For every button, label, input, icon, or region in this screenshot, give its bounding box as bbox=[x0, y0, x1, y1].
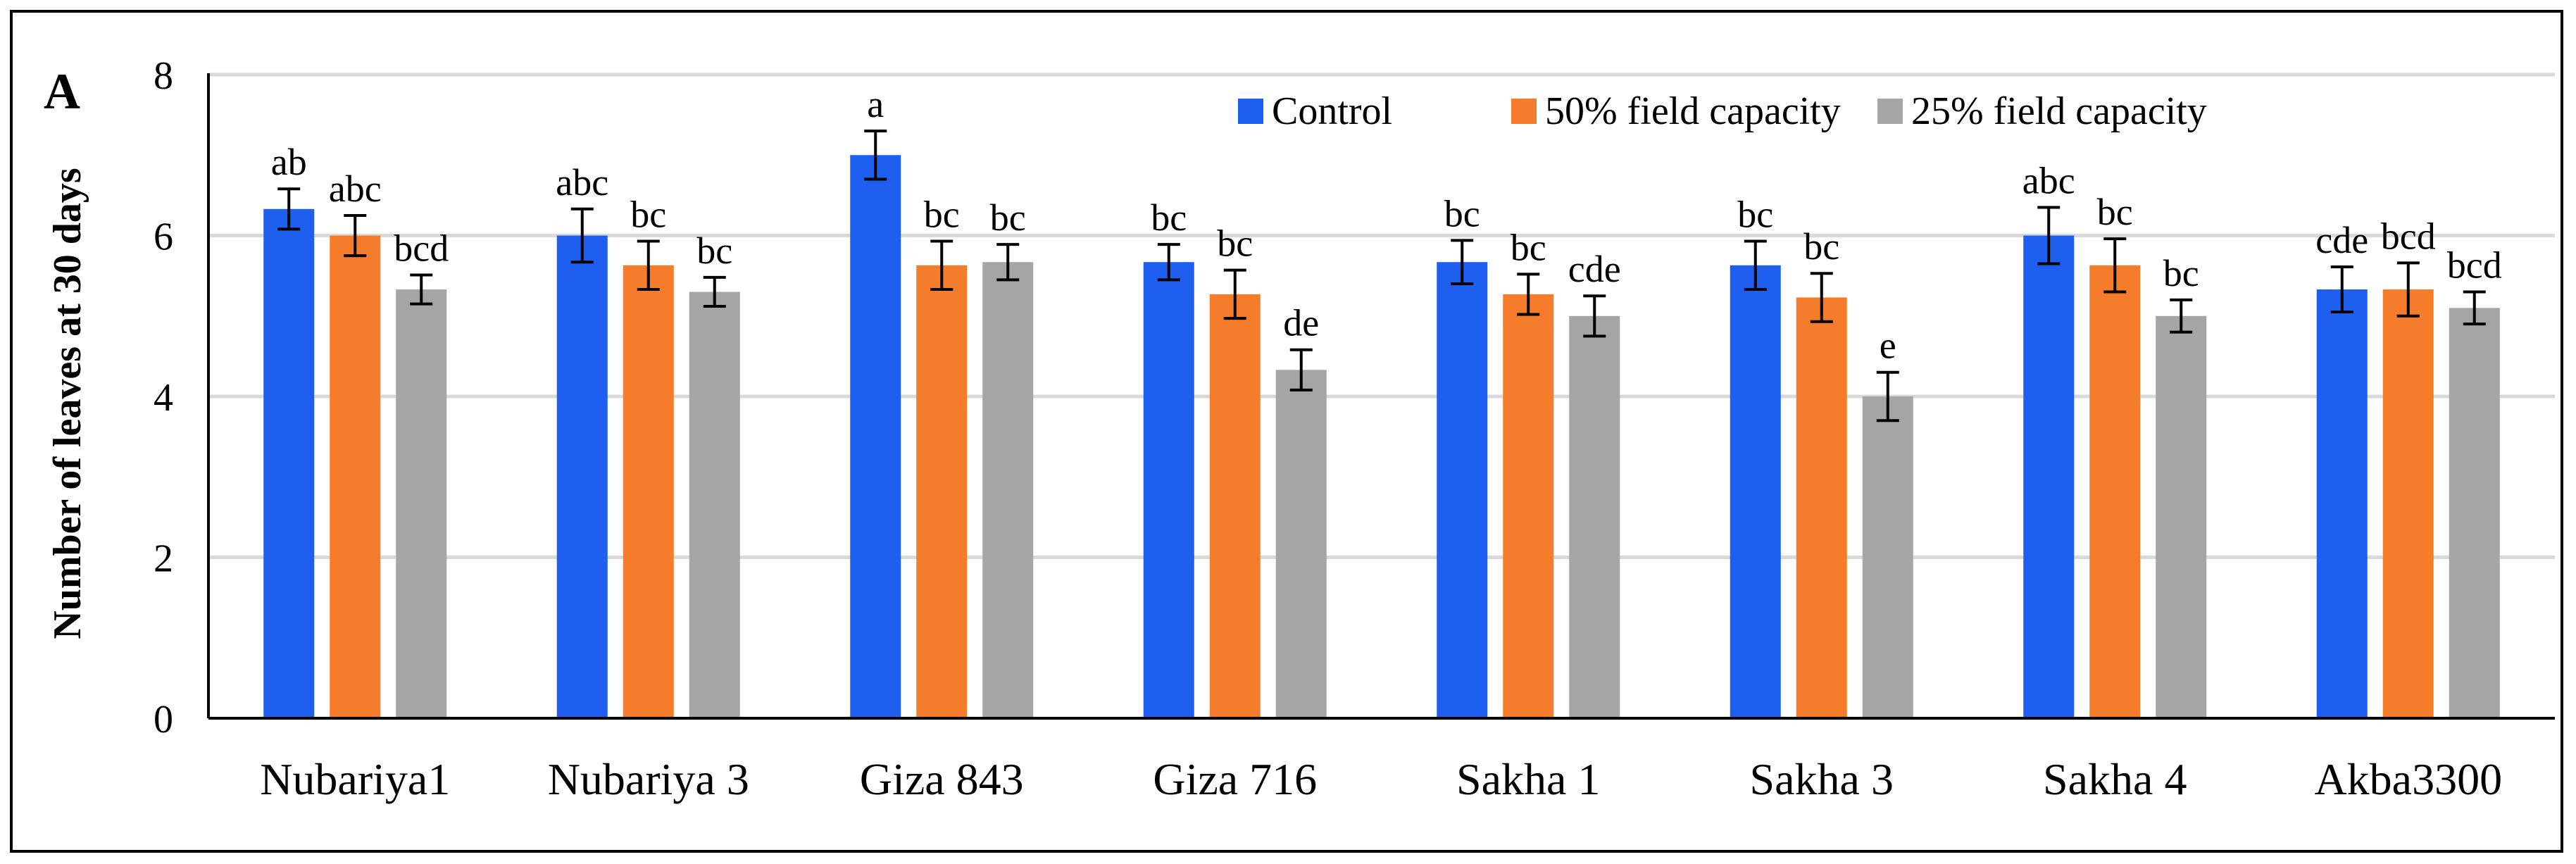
significance-label: cde bbox=[1568, 248, 1621, 290]
significance-label: bc bbox=[630, 193, 666, 235]
x-tick-label: Giza 843 bbox=[860, 754, 1024, 804]
significance-label: bc bbox=[2097, 191, 2133, 233]
bar bbox=[263, 208, 315, 718]
bar bbox=[1275, 370, 1327, 718]
significance-label: bc bbox=[990, 196, 1026, 239]
significance-label: abc bbox=[329, 168, 382, 210]
y-tick-label: 8 bbox=[154, 54, 173, 98]
legend-swatch bbox=[1511, 99, 1537, 124]
bar bbox=[2382, 289, 2434, 718]
x-tick-label: Nubariya 3 bbox=[548, 754, 749, 804]
y-axis-title: Number of leaves at 30 days bbox=[46, 168, 89, 639]
legend-label: 50% field capacity bbox=[1545, 89, 1841, 133]
significance-label: a bbox=[867, 83, 884, 125]
significance-label: bcd bbox=[2381, 215, 2436, 257]
significance-label: bc bbox=[1444, 192, 1480, 234]
x-tick-label: Sakha 3 bbox=[1750, 754, 1894, 804]
legend-label: Control bbox=[1272, 89, 1392, 133]
x-tick-label: Nubariya1 bbox=[260, 754, 450, 804]
bar bbox=[1730, 265, 1781, 719]
significance-label: bcd bbox=[2447, 244, 2502, 286]
bar bbox=[1209, 294, 1261, 719]
bar bbox=[330, 235, 381, 718]
significance-label: cde bbox=[2315, 219, 2368, 261]
bar bbox=[1862, 396, 1913, 718]
significance-label: ab bbox=[271, 141, 307, 183]
bar bbox=[1796, 297, 1847, 718]
bar bbox=[1143, 262, 1194, 718]
bar bbox=[982, 262, 1034, 718]
y-tick-label: 2 bbox=[154, 537, 173, 581]
significance-label: bc bbox=[1737, 193, 1773, 235]
significance-label: bc bbox=[2163, 252, 2199, 294]
significance-label: e bbox=[1880, 325, 1896, 367]
panel-label: A bbox=[44, 63, 80, 120]
bar bbox=[2156, 315, 2207, 718]
bar bbox=[1503, 294, 1554, 719]
legend-swatch bbox=[1877, 99, 1903, 124]
bar bbox=[916, 265, 968, 719]
bar bbox=[2089, 265, 2141, 719]
bar bbox=[2316, 289, 2368, 718]
significance-label: de bbox=[1283, 302, 1319, 344]
bar bbox=[1569, 315, 1620, 718]
bar bbox=[2023, 235, 2075, 718]
significance-label: abc bbox=[556, 161, 608, 204]
figure-panel: A ab abc bcd abc bc bc a bc bc bc bc de bc bc cde bc bc e… bbox=[10, 10, 2563, 853]
y-tick-label: 4 bbox=[154, 376, 173, 420]
x-tick-label: Sakha 4 bbox=[2043, 754, 2187, 804]
significance-label: bc bbox=[1151, 196, 1187, 239]
y-tick-label: 6 bbox=[154, 215, 173, 259]
significance-label: abc bbox=[2022, 160, 2075, 202]
x-tick-label: Giza 716 bbox=[1153, 754, 1317, 804]
legend-label: 25% field capacity bbox=[1911, 89, 2207, 133]
significance-label: bc bbox=[1511, 226, 1546, 268]
bar bbox=[396, 289, 447, 718]
bar bbox=[1437, 262, 1488, 718]
bar bbox=[2449, 308, 2500, 718]
significance-label: bc bbox=[696, 230, 732, 272]
significance-label: bc bbox=[1217, 223, 1253, 265]
legend-swatch bbox=[1238, 99, 1263, 124]
significance-label: bc bbox=[1803, 225, 1839, 268]
y-tick-label: 0 bbox=[154, 698, 173, 741]
bar bbox=[689, 292, 740, 719]
bar bbox=[556, 235, 608, 718]
bar bbox=[850, 155, 901, 718]
x-tick-label: Sakha 1 bbox=[1456, 754, 1600, 804]
significance-label: bc bbox=[924, 193, 960, 235]
significance-label: bcd bbox=[394, 227, 449, 269]
x-tick-label: Akba3300 bbox=[2314, 754, 2502, 804]
bar bbox=[623, 265, 674, 719]
